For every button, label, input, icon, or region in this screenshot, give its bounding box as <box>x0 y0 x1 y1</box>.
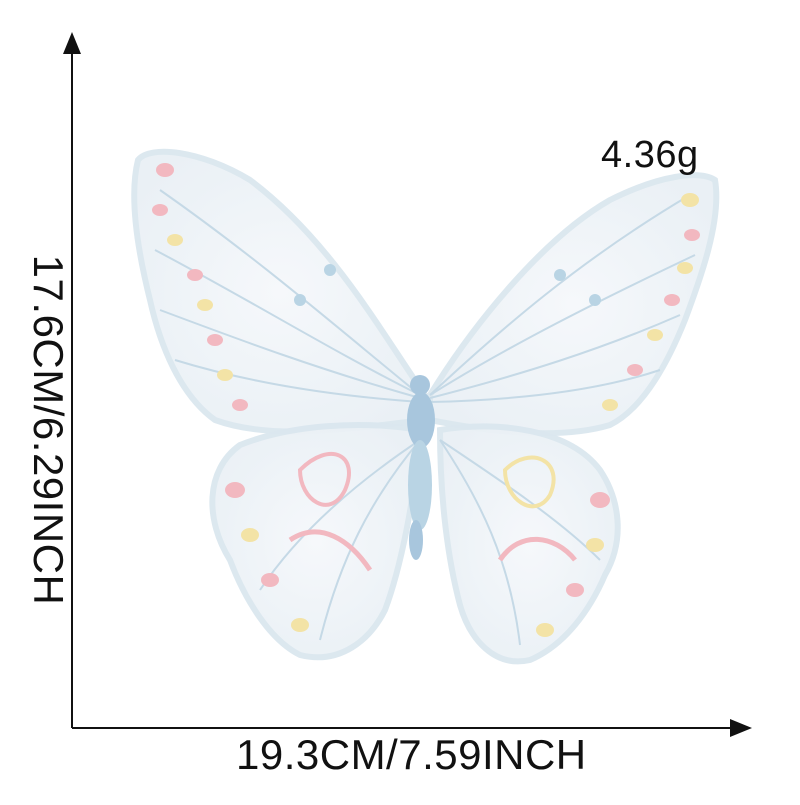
height-dimension-label: 17.6CM/6.29INCH <box>25 254 72 606</box>
arrow-right-icon <box>730 719 752 737</box>
arrow-up-icon <box>63 32 81 54</box>
upper-right-wing <box>427 172 720 437</box>
lower-right-wing <box>436 423 621 665</box>
wing-veins <box>154 189 696 646</box>
wing-dots <box>152 163 700 637</box>
upper-left-wing <box>131 148 428 435</box>
butterfly-patch <box>131 148 720 665</box>
width-dimension-label: 19.3CM/7.59INCH <box>236 731 587 778</box>
vertical-axis <box>63 32 81 728</box>
weight-label: 4.36g <box>601 134 699 176</box>
butterfly-body <box>407 375 435 560</box>
lower-left-wing <box>209 422 424 661</box>
horizontal-axis <box>72 719 752 737</box>
